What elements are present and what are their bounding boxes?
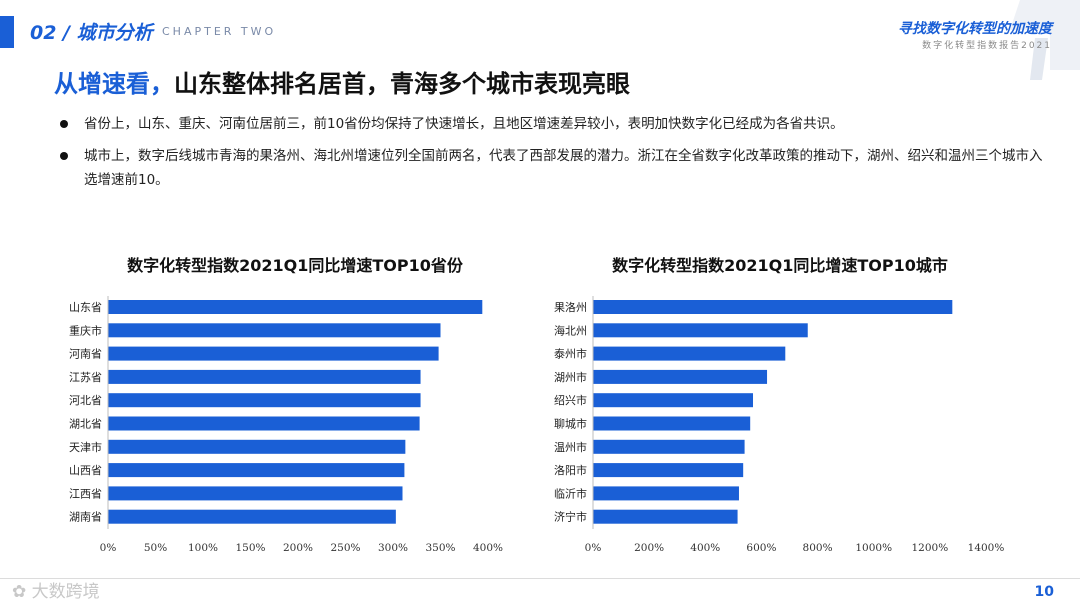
bar-山东省 xyxy=(108,300,483,314)
category-label: 山东省 xyxy=(69,301,102,314)
chapter-accent-bar xyxy=(0,16,14,48)
watermark-logo: ✿ 大数跨境 xyxy=(12,582,100,602)
x-tick-label: 200% xyxy=(634,542,664,554)
report-title: 寻找数字化转型的加速度 xyxy=(898,21,1052,37)
bullet-item: 省份上，山东、重庆、河南位居前三，前10省份均保持了快速增长，且地区增速差异较小… xyxy=(58,112,1048,136)
bar-天津市 xyxy=(108,439,406,454)
x-tick-label: 0% xyxy=(585,542,602,554)
category-label: 天津市 xyxy=(69,440,102,454)
category-label: 河南省 xyxy=(69,348,102,361)
x-tick-label: 300% xyxy=(378,542,408,554)
bar-海北州 xyxy=(593,323,808,338)
category-label: 河北省 xyxy=(69,394,102,407)
category-label: 重庆市 xyxy=(69,323,102,337)
category-label: 江西省 xyxy=(69,487,102,500)
category-label: 绍兴市 xyxy=(554,393,587,407)
bar-山西省 xyxy=(108,463,405,478)
page-headline: 从增速看，山东整体排名居首，青海多个城市表现亮眼 xyxy=(54,64,630,99)
x-tick-label: 50% xyxy=(144,542,167,554)
footer-divider xyxy=(0,578,1080,579)
headline-rest: 山东整体排名居首，青海多个城市表现亮眼 xyxy=(174,70,630,98)
category-label: 聊城市 xyxy=(554,417,587,431)
bullet-list: 省份上，山东、重庆、河南位居前三，前10省份均保持了快速增长，且地区增速差异较小… xyxy=(58,112,1048,200)
city-chart-title: 数字化转型指数2021Q1同比增速TOP10城市 xyxy=(612,256,948,275)
bullet-item: 城市上，数字后线城市青海的果洛州、海北州增速位列全国前两名，代表了西部发展的潜力… xyxy=(58,144,1048,192)
category-label: 山西省 xyxy=(69,464,102,477)
x-tick-label: 100% xyxy=(188,542,218,554)
headline-highlight: 从增速看， xyxy=(54,70,174,98)
bar-湖北省 xyxy=(108,416,420,431)
x-tick-label: 0% xyxy=(100,542,117,554)
bar-湖南省 xyxy=(108,509,396,524)
watermark-text: 大数跨境 xyxy=(31,582,100,602)
x-tick-label: 1000% xyxy=(855,542,892,554)
report-subtitle: 数字化转型指数报告2021 xyxy=(922,41,1052,51)
bar-济宁市 xyxy=(593,509,738,524)
x-tick-label: 800% xyxy=(803,542,833,554)
x-tick-label: 1400% xyxy=(968,542,1005,554)
bar-温州市 xyxy=(593,439,745,454)
category-label: 湖北省 xyxy=(69,418,102,431)
chapter-subtitle: CHAPTER TWO xyxy=(162,25,277,38)
category-label: 海北州 xyxy=(554,323,587,337)
bar-河北省 xyxy=(108,393,421,408)
bar-江苏省 xyxy=(108,369,421,384)
bar-重庆市 xyxy=(108,323,441,338)
category-label: 临沂市 xyxy=(554,486,587,500)
x-tick-label: 200% xyxy=(283,542,313,554)
page-number: 10 xyxy=(1034,584,1054,600)
x-tick-label: 150% xyxy=(235,542,265,554)
chapter-title: 02 / 城市分析 xyxy=(30,22,153,44)
bar-泰州市 xyxy=(593,346,786,361)
category-label: 江苏省 xyxy=(69,371,102,384)
category-label: 湖南省 xyxy=(69,511,102,524)
province-chart-title: 数字化转型指数2021Q1同比增速TOP10省份 xyxy=(127,256,463,275)
bar-果洛州 xyxy=(593,300,953,314)
bar-临沂市 xyxy=(593,486,739,501)
x-tick-label: 400% xyxy=(690,542,720,554)
bar-湖州市 xyxy=(593,369,768,384)
corner-decoration-icon xyxy=(1010,0,1080,80)
x-tick-label: 250% xyxy=(330,542,360,554)
bar-聊城市 xyxy=(593,416,751,431)
category-label: 温州市 xyxy=(554,440,587,454)
x-tick-label: 400% xyxy=(473,542,503,554)
category-label: 湖州市 xyxy=(554,370,587,384)
category-label: 果洛州 xyxy=(554,300,587,314)
bar-绍兴市 xyxy=(593,393,754,408)
bar-江西省 xyxy=(108,486,403,501)
bar-河南省 xyxy=(108,346,439,361)
bar-洛阳市 xyxy=(593,463,744,478)
x-tick-label: 350% xyxy=(425,542,455,554)
category-label: 泰州市 xyxy=(554,347,587,361)
x-tick-label: 1200% xyxy=(912,542,949,554)
category-label: 济宁市 xyxy=(554,510,587,524)
category-label: 洛阳市 xyxy=(554,463,587,477)
x-tick-label: 600% xyxy=(746,542,776,554)
